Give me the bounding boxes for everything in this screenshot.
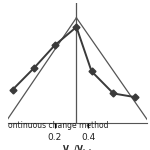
X-axis label: $\mathbf{V_m/V_{tot}}$: $\mathbf{V_m/V_{tot}}$ xyxy=(62,143,93,150)
Text: ontinuous change method: ontinuous change method xyxy=(8,121,108,130)
